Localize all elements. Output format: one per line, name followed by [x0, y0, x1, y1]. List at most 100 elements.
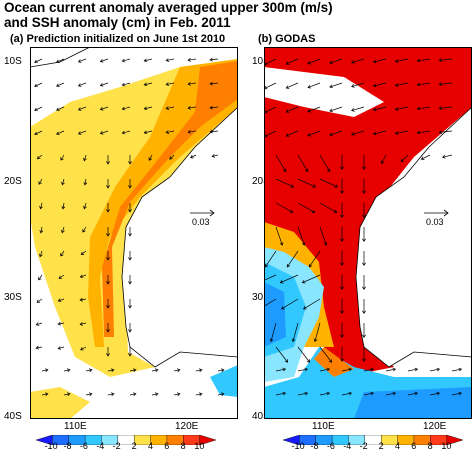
current-vector-head: [438, 58, 443, 63]
current-vector-head: [209, 81, 213, 86]
current-vector-head: [56, 131, 60, 135]
current-vector-head: [57, 321, 62, 326]
colorbar-tick-label: -8: [63, 441, 72, 451]
current-vector: [60, 154, 65, 161]
colorbar-tick-label: 10: [441, 441, 452, 451]
colorbar-tick-label: -2: [359, 441, 368, 451]
current-vector: [212, 154, 219, 157]
current-vector: [351, 58, 365, 63]
current-vector: [297, 346, 310, 363]
current-vector-head: [38, 276, 42, 281]
current-vector-head: [436, 367, 441, 372]
current-vector: [34, 130, 43, 135]
current-vector: [78, 82, 87, 87]
lat-tick-10s-b: 10S: [252, 56, 270, 67]
current-vector-head: [79, 297, 84, 302]
current-vector: [319, 154, 331, 172]
current-vector: [122, 82, 131, 86]
current-vector-head: [154, 368, 159, 373]
current-vector-head: [348, 367, 353, 372]
current-vector: [407, 392, 418, 396]
current-vector: [122, 106, 131, 110]
current-vector-head: [99, 106, 104, 111]
current-vector-head: [220, 392, 225, 397]
current-vector: [373, 106, 387, 111]
current-vector-head: [148, 157, 152, 161]
current-vector-head: [99, 58, 104, 63]
current-vector: [303, 298, 321, 310]
current-vector: [275, 178, 294, 188]
current-vector-head: [372, 59, 377, 64]
current-vector-head: [39, 229, 44, 234]
current-vector-head: [307, 84, 312, 89]
current-vector-head: [143, 106, 148, 111]
current-vector-head: [128, 257, 132, 261]
current-vector-head: [348, 391, 353, 396]
current-vector: [351, 82, 365, 87]
current-vector: [439, 106, 453, 109]
lon-tick-110e-a: 110E: [64, 421, 87, 432]
current-vector: [297, 368, 308, 372]
current-vector-head: [132, 368, 137, 373]
current-vector-head: [304, 168, 309, 173]
current-vector-head: [79, 322, 84, 326]
current-vector-head: [289, 209, 294, 213]
current-vector-head: [394, 107, 399, 111]
current-vector: [210, 106, 219, 109]
current-vector: [195, 369, 202, 372]
colorbar-tick-label: 4: [394, 441, 400, 451]
current-vector-head: [57, 298, 62, 302]
current-vector-head: [77, 59, 82, 63]
current-vector-head: [128, 161, 132, 165]
current-vector-head: [281, 306, 285, 310]
current-vector-head: [372, 131, 377, 136]
current-vector-head: [143, 130, 148, 135]
current-vector: [34, 58, 43, 63]
current-vector: [58, 346, 65, 349]
current-vector: [442, 154, 453, 158]
current-vector-head: [169, 156, 173, 160]
current-vector-head: [282, 391, 287, 396]
current-vector-head: [80, 347, 84, 351]
current-vector-head: [88, 368, 93, 373]
current-vector: [395, 82, 409, 86]
panel-a-frame: [30, 47, 238, 419]
current-vector-head: [286, 263, 291, 268]
colorbar-tick-label: -10: [291, 441, 305, 451]
current-vector-head: [362, 190, 366, 195]
current-vector-head: [362, 286, 366, 291]
current-vector: [297, 226, 305, 246]
current-vector: [264, 58, 277, 65]
current-vector: [151, 369, 158, 372]
current-vector-head: [438, 82, 443, 87]
current-vector: [307, 58, 321, 64]
current-vector-head: [370, 391, 375, 396]
current-vector-head: [340, 286, 344, 291]
current-vector: [395, 130, 409, 134]
current-vector-head: [400, 158, 405, 163]
current-vector-head: [106, 233, 110, 237]
current-vector-head: [77, 131, 82, 135]
colorbar-tick-label: 6: [164, 441, 170, 451]
colorbar-tick-label: 8: [427, 441, 433, 451]
current-vector: [297, 392, 308, 396]
current-vector-head: [340, 310, 344, 315]
lat-tick-40s-b: 40S: [252, 411, 270, 422]
current-vector-head: [326, 367, 331, 372]
current-vector-head: [187, 81, 191, 86]
current-vector-head: [99, 82, 104, 87]
lat-tick-20s-b: 20S: [252, 176, 270, 187]
panel-a-label: (a) Prediction initialized on June 1st 2…: [10, 33, 226, 45]
current-vector: [56, 106, 65, 111]
current-vector-head: [362, 334, 366, 339]
current-vector: [81, 250, 87, 255]
current-vector: [129, 369, 136, 372]
current-vector: [308, 250, 321, 268]
current-vector-head: [282, 367, 287, 372]
current-vector-head: [304, 391, 309, 396]
current-vector: [78, 130, 87, 135]
current-vector: [195, 393, 202, 396]
panel-a-land: [30, 47, 238, 368]
current-vector-head: [110, 392, 115, 397]
current-vector: [56, 130, 65, 135]
